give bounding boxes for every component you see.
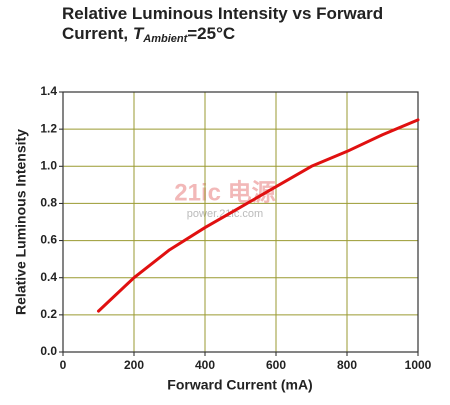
title-subscript: Ambient	[143, 33, 188, 45]
x-axis-title: Forward Current (mA)	[167, 377, 312, 393]
watermark: power.21ic.com	[187, 208, 263, 220]
y-tick-label: 0.2	[40, 307, 57, 321]
watermark: 21ic 电源	[174, 179, 275, 206]
x-tick-label: 800	[337, 358, 357, 372]
plot-frame	[62, 91, 419, 353]
x-tick-label: 200	[124, 358, 144, 372]
y-tick-label: 1.2	[40, 121, 57, 135]
y-tick-label: 1.4	[40, 84, 57, 98]
x-tick-label: 1000	[405, 358, 432, 372]
y-axis-title: Relative Luminous Intensity	[13, 129, 29, 315]
data-line	[97, 118, 420, 313]
chart-title: Relative Luminous Intensity vs Forward C…	[62, 4, 407, 49]
title-condition: =25°C	[187, 24, 236, 43]
title-text: Relative Luminous Intensity vs Forward C…	[62, 4, 384, 43]
y-tick-label: 0.4	[40, 270, 57, 284]
y-tick-label: 1.0	[40, 158, 57, 172]
y-tick-label: 0.0	[40, 344, 57, 358]
x-tick-label: 600	[266, 358, 286, 372]
y-tick-label: 0.6	[40, 233, 57, 247]
title-variable: T	[132, 24, 144, 43]
x-tick-label: 400	[195, 358, 215, 372]
x-tick-label: 0	[60, 358, 67, 372]
y-tick-label: 0.8	[40, 196, 57, 210]
